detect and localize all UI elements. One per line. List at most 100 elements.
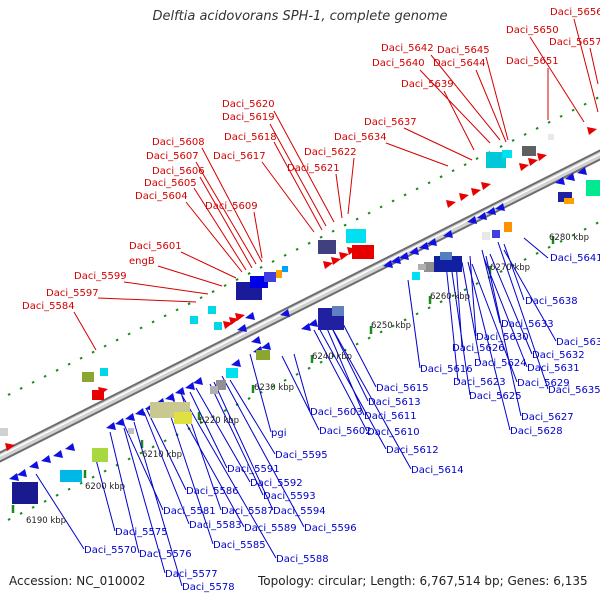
reverse-gene-label: Daci_5627	[521, 412, 574, 423]
scale-ticks	[7, 96, 599, 521]
scale-tick-upper	[283, 253, 287, 257]
gene-block	[92, 390, 104, 400]
reverse-gene-label: Daci_5624	[474, 358, 527, 369]
scale-tick-lower	[307, 366, 311, 370]
reverse-gene-arrow	[555, 177, 565, 185]
scale-tick-upper	[187, 302, 191, 306]
reverse-gene-arrow	[125, 413, 135, 421]
scale-tick-upper	[331, 229, 335, 233]
gene-block	[558, 192, 572, 202]
forward-gene-label: Daci_5599	[74, 271, 127, 282]
reverse-gene-label: Daci_5581	[163, 506, 216, 517]
scale-tick-upper	[115, 338, 119, 342]
scale-tick-lower	[439, 300, 443, 304]
reverse-gene-arrow	[565, 173, 575, 181]
reverse-gene-label: Daci_5631	[527, 363, 580, 374]
reverse-gene-label-leader	[93, 451, 116, 532]
scale-tick-lower	[499, 270, 503, 273]
reverse-gene-label-leader	[179, 391, 277, 559]
reverse-gene-label-leader	[523, 237, 549, 259]
reverse-gene-label-leader	[503, 243, 525, 301]
reverse-gene-label: Daci_5594	[273, 506, 326, 517]
reverse-gene-label: Daci_5638	[525, 296, 578, 307]
scale-tick-lower	[19, 511, 23, 515]
reverse-gene-label: Daci_5593	[263, 491, 316, 502]
reverse-gene-arrow	[231, 359, 241, 367]
reverse-gene-label: Daci_5575	[115, 527, 168, 538]
reverse-gene-label-leader	[469, 255, 477, 337]
reverse-gene-label: Daci_5586	[186, 486, 239, 497]
reverse-gene-label-leader	[503, 249, 557, 342]
reverse-gene-label: Daci_5614	[411, 465, 464, 476]
scale-tick-upper	[139, 326, 143, 330]
reverse-gene-label-leader	[143, 411, 190, 525]
forward-gene-label: Daci_5621	[287, 163, 340, 174]
scale-tick-lower	[415, 312, 419, 316]
forward-gene-arrow	[235, 313, 245, 321]
scale-tick-lower	[103, 469, 107, 473]
scale-tick-lower	[91, 475, 95, 479]
reverse-gene-arrow	[467, 216, 477, 224]
reverse-gene-label-leader	[195, 387, 251, 483]
reverse-gene-arrow	[391, 256, 401, 264]
forward-gene-label: Daci_5634	[334, 132, 387, 143]
gene-block	[522, 146, 536, 156]
reverse-gene-label-leader	[481, 249, 501, 324]
reverse-gene-label: Daci_5615	[376, 383, 429, 394]
reverse-gene-arrow	[443, 230, 453, 238]
forward-gene-arrow	[537, 153, 547, 161]
scale-tick-upper	[391, 199, 395, 203]
reverse-gene-label-leader	[331, 327, 412, 470]
gene-block	[412, 272, 420, 280]
forward-gene-label: Daci_5605	[144, 178, 197, 189]
scale-tick-lower	[43, 499, 47, 503]
kbp-label: 6260 kbp	[430, 292, 470, 302]
scale-tick-upper	[223, 284, 227, 288]
gene-block	[174, 412, 192, 424]
reverse-gene-label-leader	[209, 383, 264, 496]
gene-block	[318, 240, 336, 254]
reverse-gene-label-leader	[281, 355, 320, 431]
gene-block	[352, 245, 374, 259]
forward-gene-label-leader	[199, 176, 253, 269]
forward-gene-arrow	[519, 163, 529, 171]
forward-gene-label-leader	[97, 297, 197, 303]
scale-tick-lower	[463, 288, 467, 292]
reverse-gene-arrow	[29, 461, 39, 469]
scale-tick-lower	[223, 409, 227, 413]
forward-gene-label: Daci_5607	[146, 151, 199, 162]
forward-gene-label-leader	[589, 47, 599, 85]
reverse-gene-label: Daci_5641	[550, 253, 600, 264]
reverse-gene-label-leader	[467, 261, 511, 431]
scale-tick-lower	[79, 481, 83, 485]
forward-gene-label-leader	[385, 142, 449, 167]
scale-tick-lower	[523, 257, 527, 261]
forward-gene-label: Daci_5620	[222, 99, 275, 110]
forward-gene-label-leader	[201, 147, 263, 263]
reverse-gene-arrow	[383, 260, 393, 268]
scale-tick-upper	[463, 163, 467, 167]
reverse-gene-arrow	[65, 443, 75, 451]
reverse-gene-arrow	[41, 455, 51, 463]
forward-gene-label-leader	[273, 141, 323, 231]
reverse-gene-label: Daci_5577	[165, 569, 218, 580]
reverse-gene-label: Daci_5591	[227, 464, 280, 475]
forward-gene-label: Daci_5639	[401, 79, 454, 90]
forward-gene-arrow	[459, 193, 469, 201]
reverse-gene-arrow	[477, 212, 487, 220]
reverse-gene-label: Daci_5625	[469, 391, 522, 402]
reverse-gene-arrow	[245, 312, 255, 320]
scale-tick-upper	[343, 223, 347, 227]
forward-gene-arrow	[471, 188, 481, 196]
scale-tick-upper	[415, 187, 419, 191]
reverse-gene-label-leader	[497, 241, 549, 390]
gene-block	[418, 264, 426, 270]
reverse-gene-label-leader	[121, 419, 164, 511]
reverse-gene-arrow	[237, 324, 247, 332]
forward-gene-label: Daci_5644	[433, 58, 486, 69]
reverse-gene-arrow	[495, 203, 505, 211]
gene-block	[100, 368, 108, 376]
scale-tick-upper	[31, 380, 35, 384]
reverse-gene-label: Daci_5632	[532, 350, 585, 361]
